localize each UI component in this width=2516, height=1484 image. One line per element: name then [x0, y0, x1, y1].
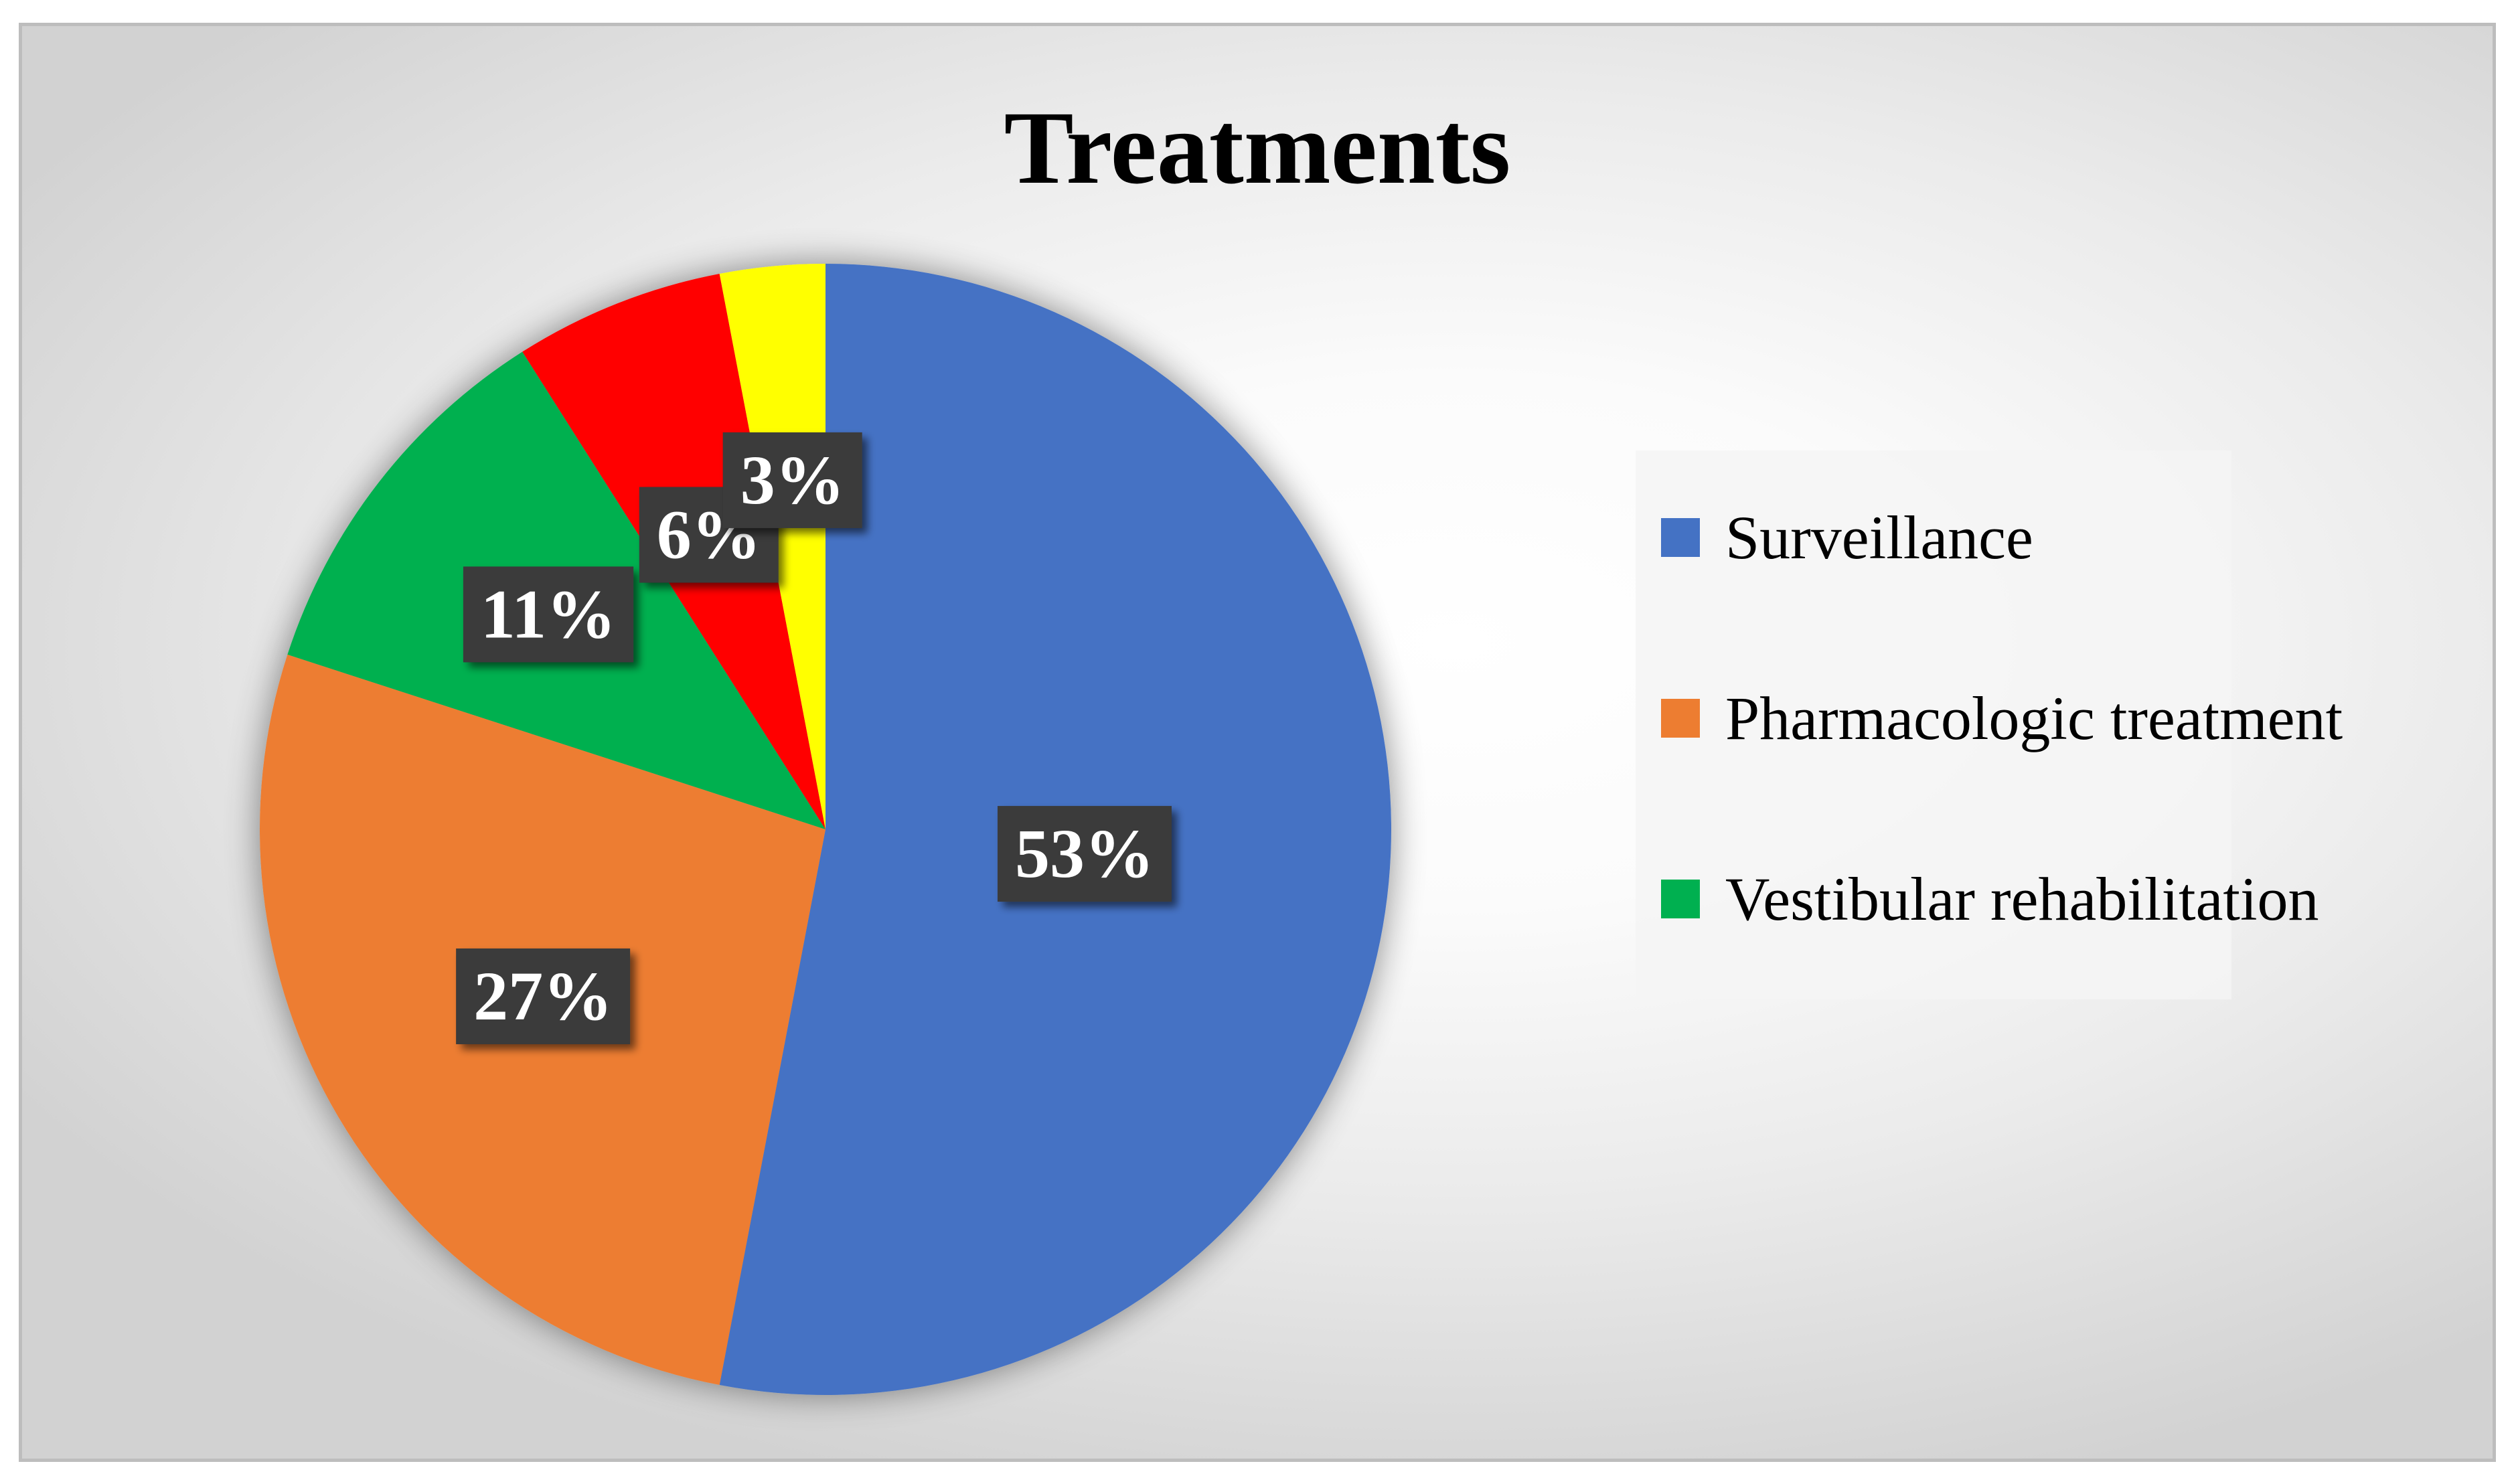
data-label-pharmacologic-treatment: 27%	[456, 948, 631, 1044]
legend-label-surveillance: Surveillance	[1725, 503, 2033, 572]
data-label-surveillance: 53%	[997, 806, 1172, 902]
data-label-text-surveillance: 53%	[1015, 815, 1154, 892]
chart-frame: Treatments 53% 27% 11% 6% 3% Surveillance	[19, 23, 2496, 1462]
data-label-box-slice-5	[722, 432, 862, 528]
data-label-text-vestibular-rehabilitation: 11%	[481, 576, 616, 653]
legend-label-pharmacologic-treatment: Pharmacologic treatment	[1725, 684, 2343, 752]
legend-item-vestibular-rehabilitation: Vestibular rehabilitation	[1636, 859, 2319, 939]
data-label-box-surveillance	[997, 806, 1172, 902]
data-label-box-pharmacologic-treatment	[456, 948, 631, 1044]
pie-data-labels: 53% 27% 11% 6%3%	[456, 432, 1172, 1044]
data-label-slice-4: 6%	[639, 487, 779, 583]
data-label-text-pharmacologic-treatment: 27%	[473, 958, 613, 1035]
legend-item-surveillance: Surveillance	[1636, 497, 2033, 578]
pie-chart: 53% 27% 11% 6%3%	[260, 263, 1392, 1395]
chart-title: Treatments	[1004, 90, 1511, 205]
data-label-box-vestibular-rehabilitation	[463, 566, 634, 663]
legend-swatch-vestibular-rehabilitation	[1661, 880, 1700, 918]
data-label-vestibular-rehabilitation: 11%	[463, 566, 634, 663]
data-label-text-slice-5: 3%	[740, 442, 845, 519]
data-label-slice-5: 3%	[722, 432, 862, 528]
legend-label-vestibular-rehabilitation: Vestibular rehabilitation	[1725, 865, 2319, 933]
legend: Surveillance Pharmacologic treatment Ves…	[1636, 450, 2343, 999]
legend-item-pharmacologic-treatment: Pharmacologic treatment	[1636, 678, 2343, 758]
legend-swatch-surveillance	[1661, 518, 1700, 557]
legend-swatch-pharmacologic-treatment	[1661, 699, 1700, 738]
